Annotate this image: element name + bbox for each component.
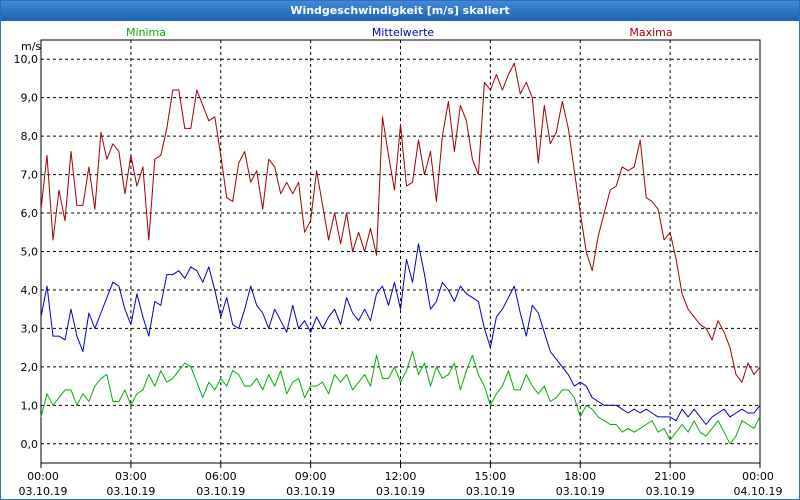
series-line-mittelwerte [40, 243, 761, 425]
y-tick-label: 1,0 [21, 399, 39, 412]
x-tick-label-time: 15:00 [475, 470, 507, 483]
y-axis-label: m/s [21, 40, 41, 53]
legend-minima: Minima [126, 26, 166, 39]
window-title: Windgeschwindigkeit [m/s] skaliert [1, 1, 799, 21]
x-tick-label-time: 09:00 [295, 470, 327, 483]
x-tick-label-date: 03.10.19 [106, 485, 155, 498]
y-tick-label: 8,0 [21, 130, 39, 143]
y-tick-label: 7,0 [21, 169, 39, 182]
y-tick-label: 4,0 [21, 284, 39, 297]
x-tick-label-time: 00:00 [27, 470, 59, 483]
chart: 0,0 1,0 2,0 3,0 4,0 5,0 6,0 7,0 8,0 9,0 10,0m/s 00:… [14, 26, 783, 498]
legend-mittelwerte: Mittelwerte [372, 26, 435, 39]
x-tick-label-time: 12:00 [385, 470, 417, 483]
x-tick-label-date: 03.10.19 [466, 485, 515, 498]
series-line-minima [40, 351, 761, 445]
x-tick-label-time: 03:00 [115, 470, 147, 483]
x-tick-label-date: 03.10.19 [646, 485, 695, 498]
x-tick-label-date: 03.10.19 [19, 485, 68, 498]
x-tick-label-date: 03.10.19 [286, 485, 335, 498]
x-tick-label-date: 03.10.19 [376, 485, 425, 498]
x-tick-label-date: 04.10.19 [734, 485, 783, 498]
y-tick-label: 9,0 [21, 92, 39, 105]
x-tick-label-time: 21:00 [654, 470, 686, 483]
series-line-maxima [40, 62, 761, 383]
y-tick-label: 2,0 [21, 361, 39, 374]
y-tick-label: 5,0 [21, 246, 39, 259]
y-tick-label: 3,0 [21, 322, 39, 335]
y-tick-label: 6,0 [21, 207, 39, 220]
x-tick-label-time: 06:00 [205, 470, 237, 483]
x-tick-label-date: 03.10.19 [556, 485, 605, 498]
legend-maxima: Maxima [629, 26, 672, 39]
x-tick-label-time: 00:00 [742, 470, 774, 483]
x-tick-label-date: 03.10.19 [196, 485, 245, 498]
y-tick-label: 0,0 [21, 438, 39, 451]
x-tick-label-time: 18:00 [564, 470, 596, 483]
y-tick-label: 10,0 [14, 53, 39, 66]
